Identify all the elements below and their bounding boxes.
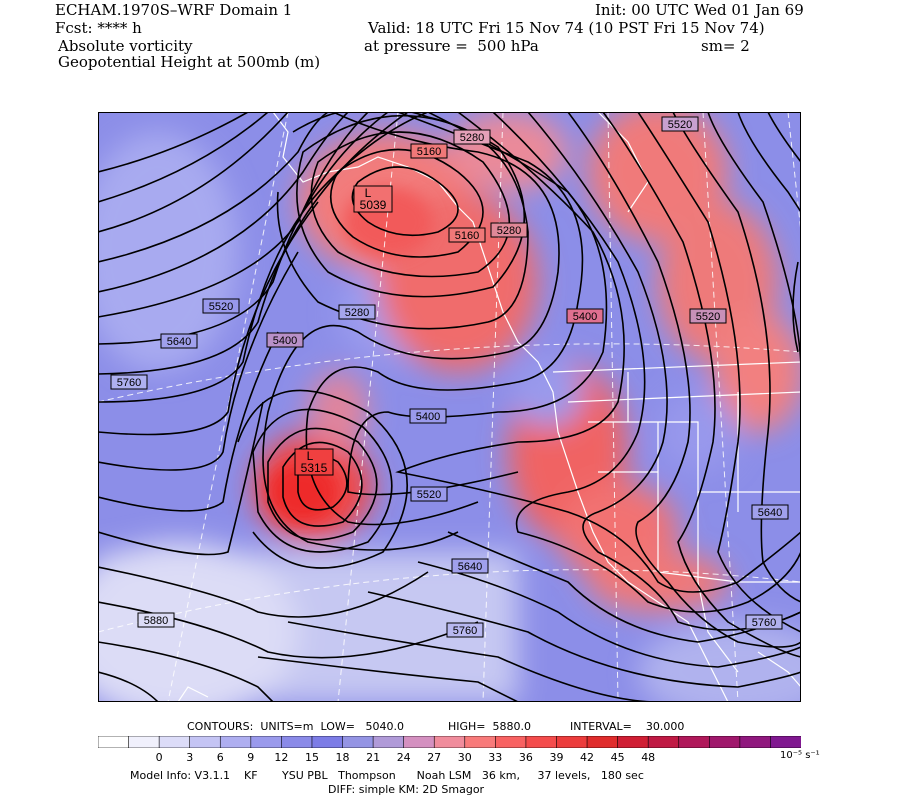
- colorbar-tick-label: 3: [186, 751, 194, 764]
- contour-interval: INTERVAL= 30.000: [570, 720, 685, 733]
- init-time: Init: 00 UTC Wed 01 Jan 69: [595, 1, 804, 19]
- colorbar-swatch: [98, 736, 130, 748]
- colorbar-swatch: [586, 736, 619, 748]
- contour-label: 5760: [752, 617, 776, 629]
- colorbar-swatch: [739, 736, 772, 748]
- vorticity-height-map: L 5039 L 5315 5160 5280 5520 5160 5280 5…: [98, 112, 801, 702]
- model-title: ECHAM.1970S–WRF Domain 1: [55, 1, 293, 19]
- pressure-level: at pressure = 500 hPa: [364, 37, 539, 55]
- colorbar-tick-label: 36: [518, 751, 533, 764]
- contour-label: 5280: [345, 307, 369, 319]
- colorbar-tick-label: 6: [216, 751, 224, 764]
- contour-label: 5280: [460, 132, 484, 144]
- colorbar-swatch: [281, 736, 313, 748]
- colorbar-tick-label: 18: [335, 751, 350, 764]
- contour-label: 5520: [696, 311, 720, 323]
- colorbar-swatch: [189, 736, 222, 748]
- colorbar-tick-label: 0: [155, 751, 163, 764]
- coastlines-borders: [177, 112, 801, 702]
- contour-high: HIGH= 5880.0: [448, 720, 532, 733]
- low-value-1: 5039: [360, 198, 387, 212]
- contour-label: 5640: [458, 561, 482, 573]
- colorbar-swatch: [433, 736, 466, 748]
- colorbar-swatch: [372, 736, 405, 748]
- low-marker-1: L: [365, 186, 372, 200]
- colorbar-swatch: [311, 736, 344, 748]
- colorbar-tick-label: 30: [457, 751, 472, 764]
- low-marker-2: L: [307, 449, 314, 463]
- colorbar-tick-label: 45: [610, 751, 625, 764]
- colorbar-swatch: [617, 736, 649, 748]
- colorbar-swatch: [770, 736, 801, 748]
- vorticity-colorbar: [98, 736, 801, 748]
- colorbar-tick-label: 21: [366, 751, 381, 764]
- contour-label: 5640: [758, 507, 782, 519]
- colorbar-tick-label: 42: [580, 751, 594, 764]
- colorbar-tick-label: 48: [641, 751, 656, 764]
- field-name-vorticity: Absolute vorticity: [58, 37, 193, 55]
- colorbar-swatch: [250, 736, 283, 748]
- colorbar-swatch: [219, 736, 252, 748]
- colorbar-tick-label: 27: [427, 751, 442, 764]
- colorbar-swatch: [678, 736, 711, 748]
- colorbar-swatch: [647, 736, 680, 748]
- colorbar-swatch: [342, 736, 374, 748]
- contour-label: 5760: [453, 625, 477, 637]
- colorbar-swatch: [556, 736, 588, 748]
- colorbar-swatch: [158, 736, 191, 748]
- colorbar-tick-label: 15: [305, 751, 319, 764]
- colorbar-tick-label: 12: [274, 751, 289, 764]
- height-contours: [98, 112, 801, 702]
- smoothing: sm= 2: [701, 37, 750, 55]
- colorbar-swatch: [708, 736, 741, 748]
- contour-label: 5400: [273, 335, 297, 347]
- colorbar-unit: 10⁻⁵ s⁻¹: [780, 750, 820, 761]
- contour-label: 5160: [417, 146, 441, 158]
- colorbar-tick-labels: 0 3 6 9 12 15 18 21 24 27 30 33 36 39 42 45 48: [98, 751, 801, 765]
- colorbar-swatch: [495, 736, 527, 748]
- contour-label: 5160: [455, 230, 479, 242]
- contour-label: 5400: [573, 311, 597, 323]
- colorbar-tick-label: 33: [488, 751, 503, 764]
- contour-label: 5280: [497, 225, 521, 237]
- contour-label: 5520: [417, 489, 441, 501]
- model-info: Model Info: V3.1.1 KF YSU PBL Thompson N…: [130, 769, 644, 782]
- low-value-2: 5315: [301, 461, 328, 475]
- contour-label: 5520: [668, 119, 692, 131]
- colorbar-swatch: [128, 736, 160, 748]
- contour-label: 5760: [117, 377, 141, 389]
- colorbar-tick-label: 9: [247, 751, 255, 764]
- valid-time: Valid: 18 UTC Fri 15 Nov 74 (10 PST Fri …: [368, 19, 765, 37]
- diff-info: DIFF: simple KM: 2D Smagor: [328, 783, 485, 796]
- colorbar-tick-label: 39: [549, 751, 564, 764]
- contour-info: CONTOURS: UNITS=m LOW= 5040.0: [187, 720, 404, 733]
- low-labels: L 5039 L 5315: [294, 185, 393, 476]
- contour-label: 5400: [416, 411, 440, 423]
- field-name-height: Geopotential Height at 500mb (m): [58, 53, 321, 71]
- map-frame: [98, 112, 801, 702]
- contour-label: 5640: [167, 336, 191, 348]
- colorbar-swatch: [403, 736, 436, 748]
- forecast-hour: Fcst: **** h: [55, 19, 142, 37]
- contour-label: 5520: [209, 301, 233, 313]
- colorbar-swatch: [525, 736, 558, 748]
- contour-label: 5880: [144, 615, 168, 627]
- contour-labels: 5160 5280 5520 5160 5280 5520 5640 5400 …: [110, 116, 789, 638]
- colorbar-swatch: [464, 736, 497, 748]
- colorbar-tick-label: 24: [396, 751, 411, 764]
